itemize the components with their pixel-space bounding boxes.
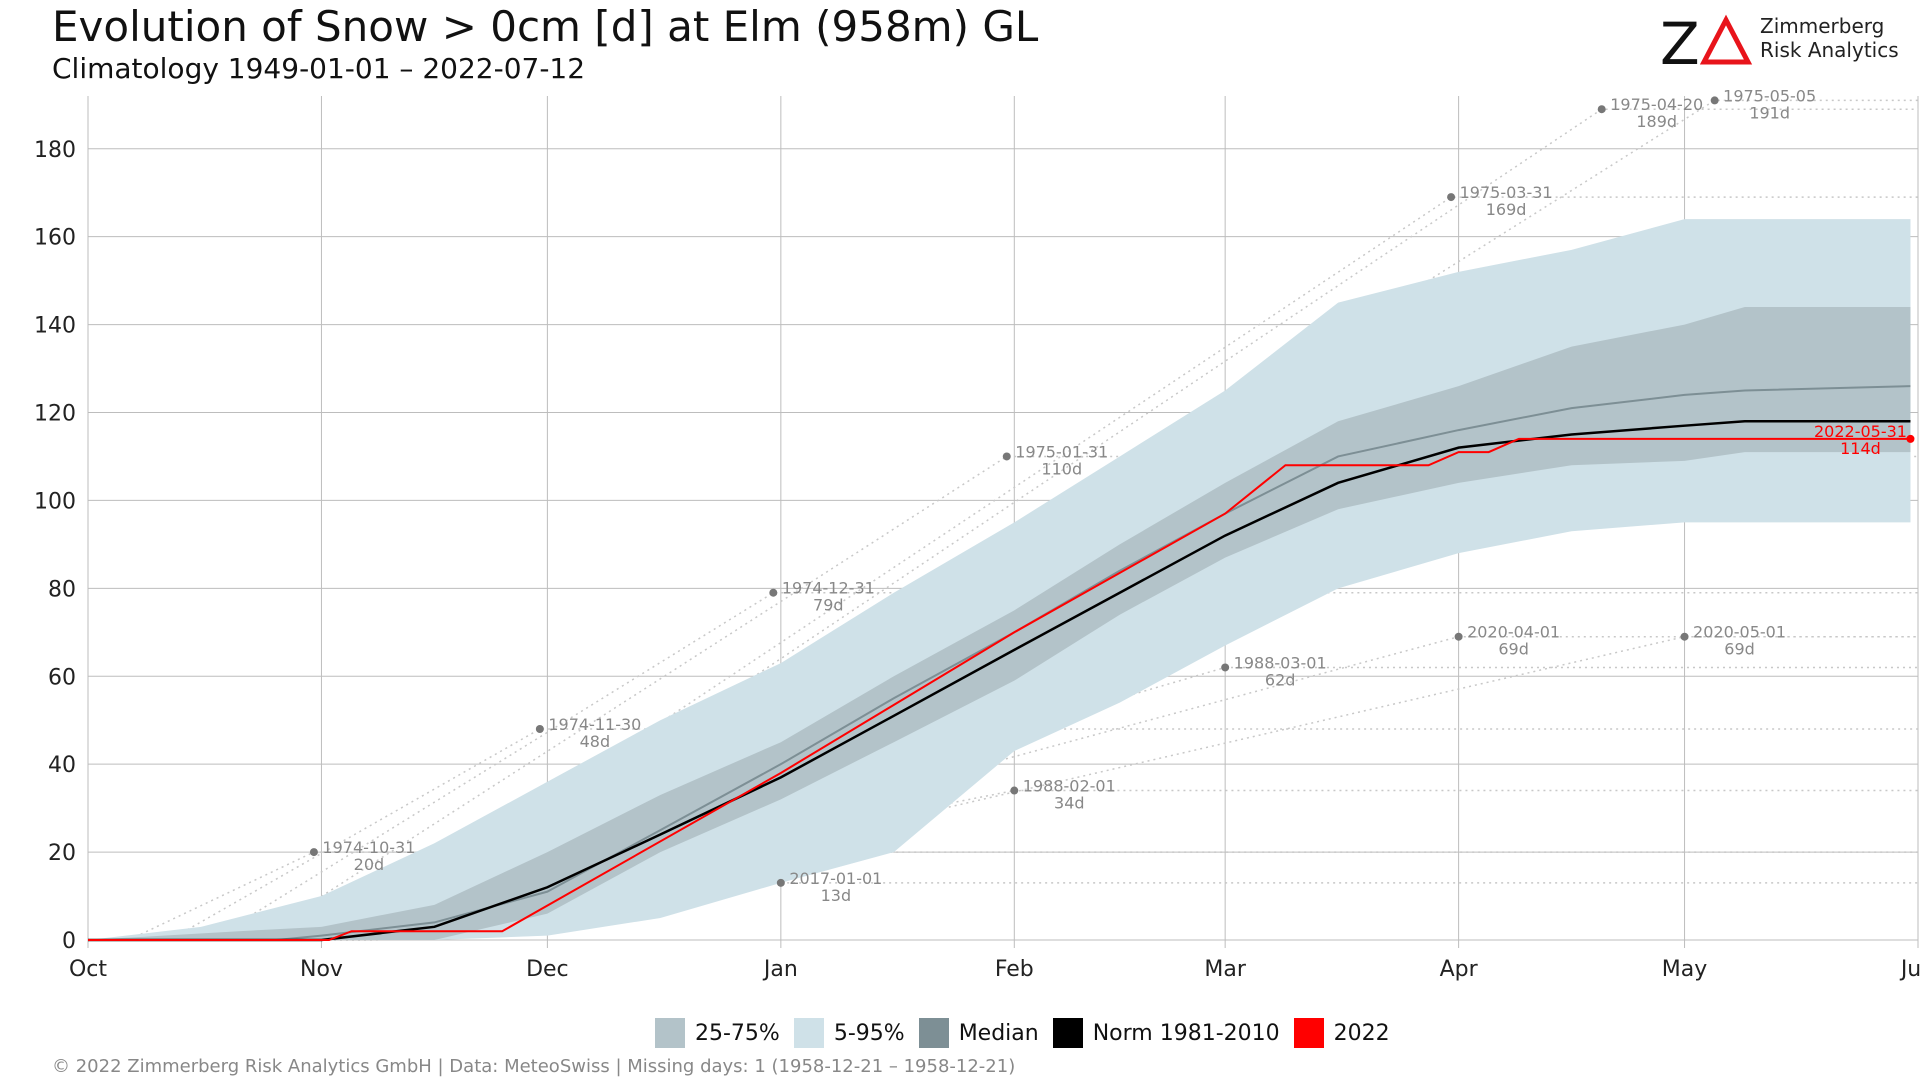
extreme-value-label: 79d	[813, 596, 844, 615]
extreme-point	[1597, 105, 1606, 114]
band-595	[88, 219, 1911, 941]
y-tick-label: 20	[48, 841, 76, 866]
extreme-date-label: 2017-01-01	[789, 869, 882, 888]
legend-label: 2022	[1333, 1020, 1390, 1046]
current-value-label: 114d	[1840, 439, 1881, 458]
y-tick-label: 80	[48, 577, 76, 602]
extreme-year-trace	[88, 635, 1918, 941]
y-tick-label: 160	[34, 226, 76, 251]
legend-swatch	[1293, 1018, 1324, 1048]
extreme-date-label: 2020-04-01	[1467, 623, 1560, 642]
x-tick-label: May	[1662, 957, 1707, 982]
extreme-point	[1710, 96, 1719, 105]
legend-item: Median	[918, 1018, 1039, 1048]
x-tick-label: Mar	[1204, 957, 1246, 982]
extreme-point	[1680, 632, 1689, 641]
current-point	[1906, 434, 1915, 443]
series-line-Norm19812010	[88, 420, 1911, 942]
legend-item: 5-95%	[793, 1018, 905, 1048]
extreme-point	[309, 848, 318, 857]
extreme-value-label: 69d	[1724, 640, 1755, 659]
legend-swatch	[918, 1018, 949, 1048]
legend-swatch	[793, 1018, 824, 1048]
extreme-value-label: 191d	[1749, 103, 1790, 122]
x-tick-label: Nov	[300, 957, 343, 982]
extreme-year-trace	[88, 728, 1918, 941]
legend-item: Norm 1981-2010	[1052, 1018, 1280, 1048]
legend-item: 2022	[1293, 1018, 1390, 1048]
extreme-value-label: 62d	[1265, 670, 1296, 689]
footer-credits: © 2022 Zimmerberg Risk Analytics GmbH | …	[52, 1056, 1016, 1077]
x-tick-label: Dec	[526, 957, 569, 982]
extreme-value-label: 69d	[1498, 640, 1529, 659]
x-tick-label: Apr	[1440, 957, 1479, 982]
legend-label: Median	[958, 1020, 1039, 1046]
extreme-date-label: 1988-02-01	[1023, 777, 1116, 796]
extreme-point	[1010, 786, 1019, 795]
logo-line-2: Risk Analytics	[1760, 38, 1899, 62]
extreme-date-label: 1975-05-05	[1723, 86, 1816, 105]
extreme-date-label: 1988-03-01	[1234, 653, 1327, 672]
extreme-point	[776, 878, 785, 887]
extreme-date-label: 1974-10-31	[322, 838, 415, 857]
company-logo: Z Zimmerberg Risk Analytics	[1660, 10, 1900, 78]
series-line-2022	[88, 437, 1911, 941]
extreme-point	[1454, 632, 1463, 641]
extreme-value-label: 48d	[580, 732, 611, 751]
y-tick-label: 100	[34, 489, 76, 514]
y-tick-label: 140	[34, 314, 76, 339]
logo-text: Zimmerberg Risk Analytics	[1760, 14, 1899, 62]
extreme-date-label: 1975-03-31	[1460, 183, 1553, 202]
logo-line-1: Zimmerberg	[1760, 14, 1885, 38]
x-tick-label: Feb	[995, 957, 1034, 982]
extreme-date-label: 1974-12-31	[782, 579, 875, 598]
extreme-point	[535, 725, 544, 733]
extreme-value-label: 20d	[354, 855, 385, 874]
y-tick-label: 120	[34, 402, 76, 427]
extreme-value-label: 34d	[1054, 794, 1085, 813]
logo-mark-icon: Z	[1660, 10, 1753, 78]
chart-legend: 25-75% 5-95% Median Norm 1981-2010 2022	[655, 1018, 1404, 1048]
chart-plot: 0 20 40 60 80 100 120 140 160 180 Oct Nov Dec Jan Feb M…	[34, 86, 1920, 982]
legend-label: Norm 1981-2010	[1092, 1020, 1280, 1046]
legend-swatch	[1052, 1018, 1083, 1048]
extreme-date-label: 2020-05-01	[1693, 623, 1786, 642]
legend-label: 5-95%	[833, 1020, 905, 1046]
chart-title: Evolution of Snow > 0cm [d] at Elm (958m…	[52, 2, 1039, 51]
svg-text:Z: Z	[1660, 10, 1700, 76]
legend-label: 25-75%	[695, 1020, 780, 1046]
extreme-value-label: 189d	[1636, 112, 1677, 131]
extreme-date-label: 1975-01-31	[1015, 442, 1108, 461]
legend-item: 25-75%	[655, 1018, 780, 1048]
extreme-year-trace	[88, 455, 1918, 941]
extreme-value-label: 110d	[1041, 459, 1082, 478]
legend-swatch	[655, 1018, 685, 1048]
extreme-point	[1221, 663, 1230, 672]
extreme-value-label: 169d	[1486, 200, 1527, 219]
extreme-value-label: 13d	[821, 886, 852, 905]
extreme-date-label: 1974-11-30	[548, 715, 641, 734]
x-tick-label: Oct	[69, 957, 107, 982]
chart-subtitle: Climatology 1949-01-01 – 2022-07-12	[52, 52, 586, 85]
extreme-point	[1447, 193, 1456, 202]
y-tick-label: 40	[48, 753, 76, 778]
band-2575	[88, 307, 1911, 940]
extreme-date-label: 1975-04-20	[1610, 95, 1703, 114]
x-tick-label: Jun	[1899, 957, 1920, 982]
x-tick-label: Jan	[762, 957, 798, 982]
extreme-point	[769, 588, 778, 597]
y-tick-label: 180	[34, 138, 76, 163]
y-tick-label: 60	[48, 665, 76, 690]
y-tick-label: 0	[62, 929, 76, 954]
current-date-label: 2022-05-31	[1814, 422, 1907, 441]
extreme-point	[1002, 452, 1011, 461]
